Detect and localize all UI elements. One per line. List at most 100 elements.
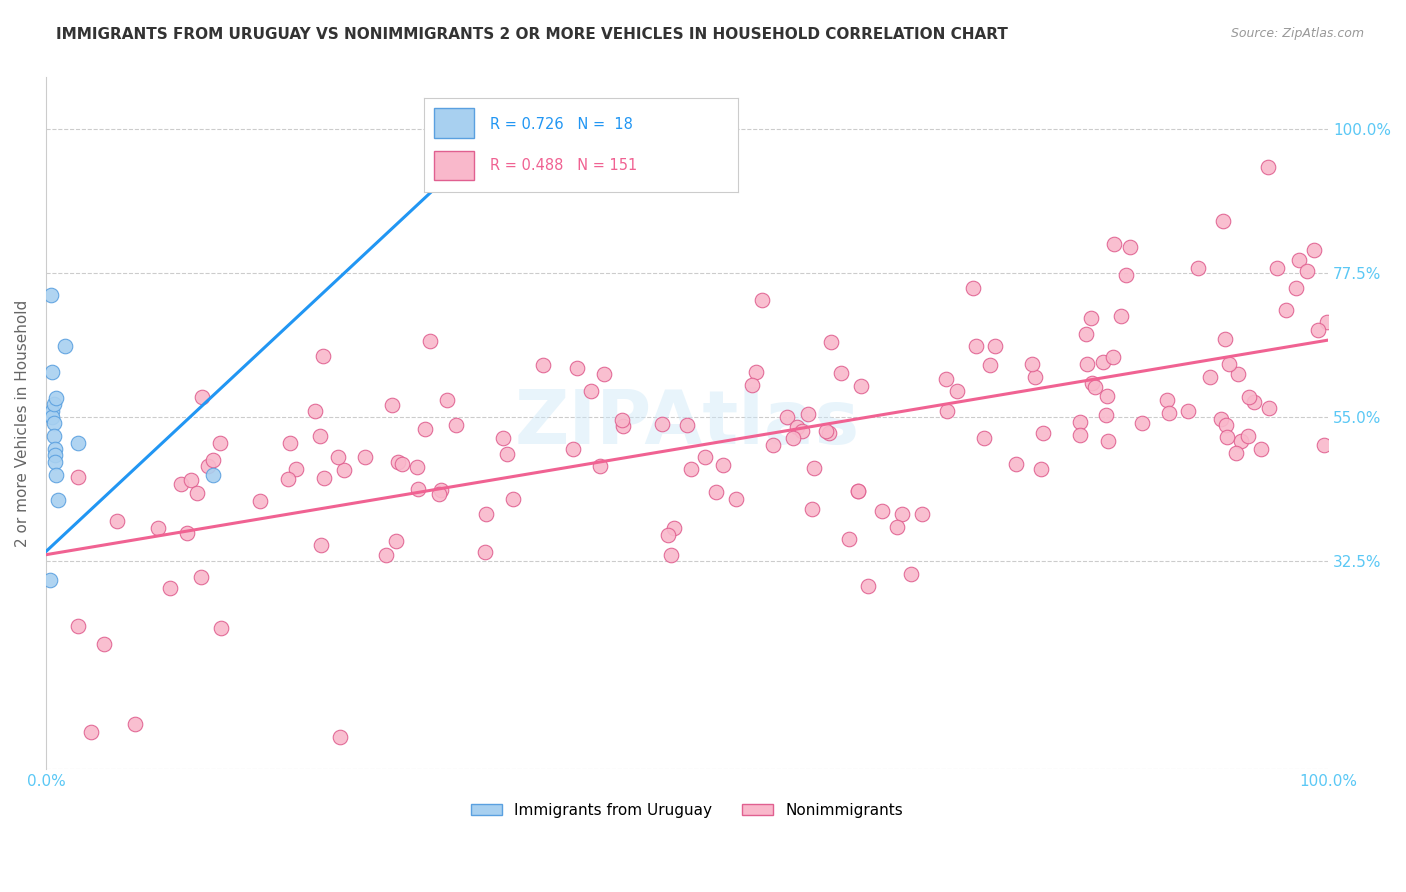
Point [66,435,89,450]
Point [201,467,224,482]
Point [1226,367,1249,381]
Point [946,384,969,399]
Point [890,507,912,521]
Point [786,420,808,434]
Point [333,463,356,477]
Point [579,384,602,399]
Point [66,619,89,633]
Point [284,461,307,475]
Point [408,482,430,496]
Text: Source: ZipAtlas.com: Source: ZipAtlas.com [1230,27,1364,40]
Point [1302,243,1324,257]
Point [474,545,496,559]
Point [329,731,352,745]
Point [820,335,842,350]
Point [1265,261,1288,276]
Point [474,507,496,521]
Point [146,521,169,535]
Point [803,461,825,475]
Point [1199,369,1222,384]
Point [870,504,893,518]
Point [249,494,271,508]
Point [1097,434,1119,449]
Point [385,533,408,548]
Point [1230,434,1253,449]
Point [124,717,146,731]
Point [45,391,67,405]
Point [567,360,589,375]
Point [309,538,332,552]
Point [1102,350,1125,364]
Point [1104,236,1126,251]
Point [1156,393,1178,408]
Point [354,450,377,465]
Point [979,358,1001,372]
Point [900,566,922,581]
Point [180,473,202,487]
Point [1076,357,1098,371]
Point [191,390,214,404]
Point [1218,357,1240,371]
Point [589,459,612,474]
Point [815,424,838,438]
Point [38,574,60,588]
Point [492,431,515,445]
Point [105,514,128,528]
Point [159,581,181,595]
Point [209,436,232,450]
Point [886,520,908,534]
Point [801,501,824,516]
Point [741,378,763,392]
Point [1119,240,1142,254]
Point [436,392,458,407]
Point [935,372,957,386]
Point [1130,416,1153,430]
Point [1187,260,1209,275]
Point [44,455,66,469]
Point [1250,442,1272,457]
Point [45,467,67,482]
Point [44,442,66,456]
Point [186,485,208,500]
Point [1115,268,1137,282]
Point [962,281,984,295]
Point [1257,160,1279,174]
Point [562,442,585,456]
Point [304,404,326,418]
Point [1288,253,1310,268]
Point [1313,438,1336,452]
Point [796,407,818,421]
Point [66,469,89,483]
Point [1084,380,1107,394]
Point [1306,324,1329,338]
Point [312,349,335,363]
Point [936,403,959,417]
Point [42,417,65,431]
Point [1092,355,1115,369]
Point [1236,429,1258,443]
Point [93,637,115,651]
Point [751,293,773,307]
Point [1215,418,1237,433]
Point [1225,446,1247,460]
Point [711,458,734,473]
Point [1159,406,1181,420]
Point [790,424,813,438]
Point [314,471,336,485]
Point [983,339,1005,353]
Point [1177,404,1199,418]
Point [41,409,63,424]
Point [1212,214,1234,228]
Point [1243,395,1265,409]
Point [46,493,69,508]
Point [612,418,634,433]
Point [830,366,852,380]
Point [1216,430,1239,444]
Point [375,548,398,562]
Legend: Immigrants from Uruguay, Nonimmigrants: Immigrants from Uruguay, Nonimmigrants [465,797,910,824]
Point [1275,302,1298,317]
Point [851,378,873,392]
Text: ZIPAtlas: ZIPAtlas [515,387,859,460]
Point [662,521,685,535]
Point [1024,370,1046,384]
